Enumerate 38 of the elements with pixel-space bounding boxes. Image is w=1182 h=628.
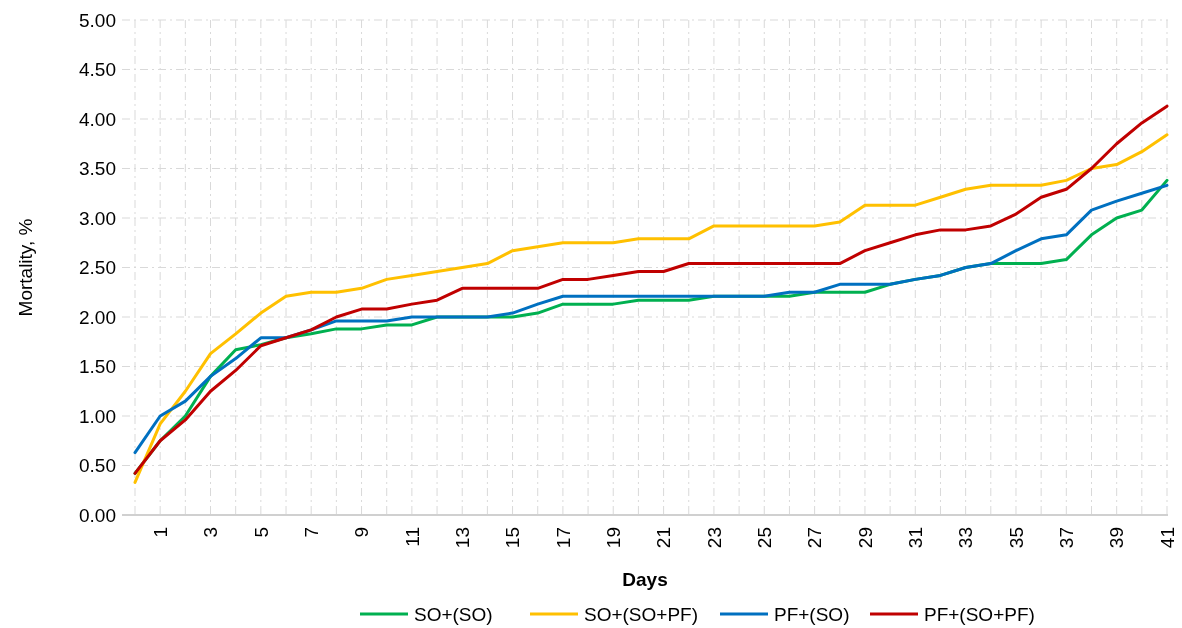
x-tick-label: 27 [804,527,826,549]
y-tick-label: 2.50 [79,257,116,279]
x-tick-label: 39 [1106,527,1128,549]
legend-label: PF+(SO+PF) [924,603,1035,625]
y-tick-label: 0.00 [79,504,116,526]
x-tick-label: 37 [1055,527,1077,549]
x-tick-label: 3 [200,527,222,538]
x-tick-label: 17 [552,527,574,549]
x-tick-label: 29 [854,527,876,549]
x-tick-label: 33 [955,527,977,549]
legend-label: PF+(SO) [774,603,850,625]
y-tick-label: 3.00 [79,207,116,229]
x-tick-label: 7 [300,527,322,538]
x-tick-label: 23 [703,527,725,549]
legend-label: SO+(SO) [414,603,493,625]
x-tick-label: 19 [602,527,624,549]
y-tick-label: 3.50 [79,158,116,180]
x-tick-label: 41 [1156,527,1178,549]
x-tick-label: 11 [401,527,423,547]
y-tick-label: 4.50 [79,59,116,81]
x-tick-label: 31 [904,527,926,549]
y-tick-label: 4.00 [79,108,116,130]
y-tick-label: 2.00 [79,306,116,328]
x-tick-label: 35 [1005,527,1027,549]
x-tick-label: 15 [502,527,524,549]
y-tick-label: 0.50 [79,455,116,477]
x-tick-label: 1 [149,527,171,538]
x-tick-label: 9 [351,527,373,538]
x-tick-label: 25 [753,527,775,549]
x-tick-label: 5 [250,527,272,538]
legend-label: SO+(SO+PF) [584,603,699,625]
y-axis-title: Mortality, % [15,218,36,317]
x-axis-title: Days [622,569,668,590]
y-tick-label: 5.00 [79,9,116,31]
y-tick-label: 1.50 [79,356,116,378]
y-tick-label: 1.00 [79,405,116,427]
x-tick-label: 13 [451,527,473,549]
x-tick-label: 21 [653,527,675,549]
